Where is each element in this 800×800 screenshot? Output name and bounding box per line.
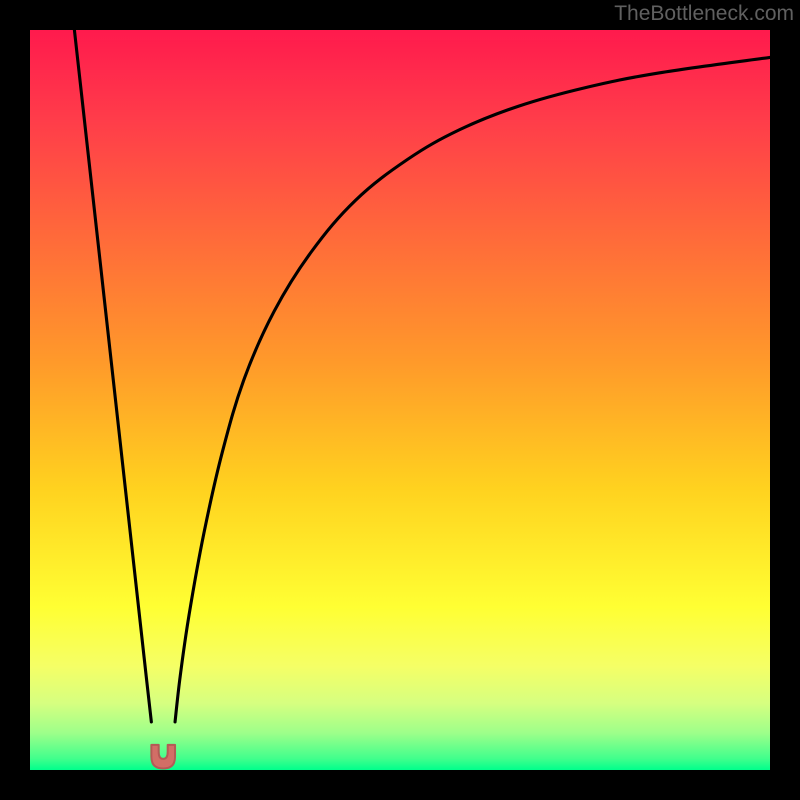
chart-background: [30, 30, 770, 770]
chart-plot-area: [30, 30, 770, 770]
watermark-label: TheBottleneck.com: [614, 2, 794, 26]
bottleneck-chart: [30, 30, 770, 770]
chart-frame: TheBottleneck.com: [0, 0, 800, 800]
